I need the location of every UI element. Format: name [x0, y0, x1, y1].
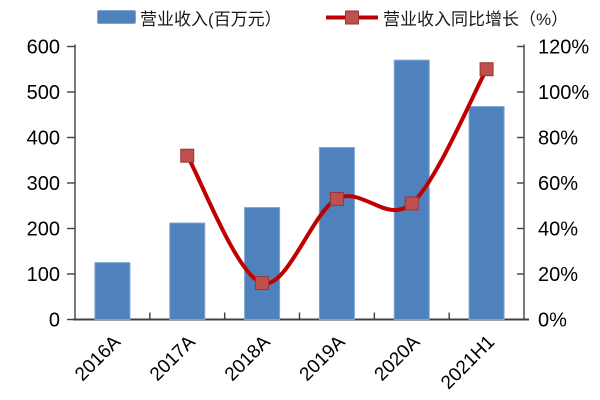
line-series	[180, 62, 494, 291]
left-axis-tick: 200	[27, 219, 60, 241]
x-axis-label: 2016A	[71, 331, 125, 385]
growth-marker	[404, 196, 419, 211]
left-axis-tick: 600	[27, 37, 60, 59]
left-axis-tick: 100	[27, 264, 60, 286]
revenue-bar	[318, 147, 355, 320]
right-axis-tick: 120%	[538, 37, 589, 59]
legend-label-revenue: 营业收入(百万元）	[140, 9, 282, 29]
x-axis-label: 2021H1	[437, 332, 499, 394]
left-axis-tick: 400	[27, 128, 60, 150]
x-axis-label: 2017A	[146, 331, 200, 385]
right-axis-tick: 100%	[538, 82, 589, 104]
right-axis-tick: 40%	[538, 219, 578, 241]
revenue-bar	[468, 106, 505, 320]
growth-marker	[180, 148, 195, 163]
line-swatch-icon	[326, 10, 378, 24]
growth-marker	[255, 276, 270, 291]
growth-marker	[329, 191, 344, 206]
right-axis-tick: 80%	[538, 128, 578, 150]
right-axis-tick: 60%	[538, 173, 578, 195]
x-axis-label: 2019A	[296, 331, 350, 385]
left-axis-tick: 0	[49, 310, 60, 332]
x-axis-label: 2020A	[371, 331, 425, 385]
legend-item-revenue: 营业收入(百万元）	[97, 8, 282, 29]
left-axis-tick: 500	[27, 82, 60, 104]
right-axis-tick: 20%	[538, 264, 578, 286]
revenue-bar	[94, 262, 131, 320]
bar-swatch-icon	[97, 10, 136, 24]
right-axis-tick: 0%	[538, 310, 567, 332]
axis-labels: 600 500 400 300 200 100 0 120% 100% 80% 60% 40% 20% 0…	[27, 37, 590, 394]
revenue-bar	[244, 207, 281, 321]
growth-marker	[479, 62, 494, 77]
legend-label-growth: 营业收入同比增长（%）	[383, 9, 569, 29]
x-axis-label: 2018A	[221, 331, 275, 385]
left-axis-tick: 300	[27, 173, 60, 195]
axes	[67, 44, 529, 321]
bar-series	[94, 59, 505, 321]
revenue-bar	[169, 222, 206, 320]
legend-item-growth: 营业收入同比增长（%）	[325, 8, 568, 29]
